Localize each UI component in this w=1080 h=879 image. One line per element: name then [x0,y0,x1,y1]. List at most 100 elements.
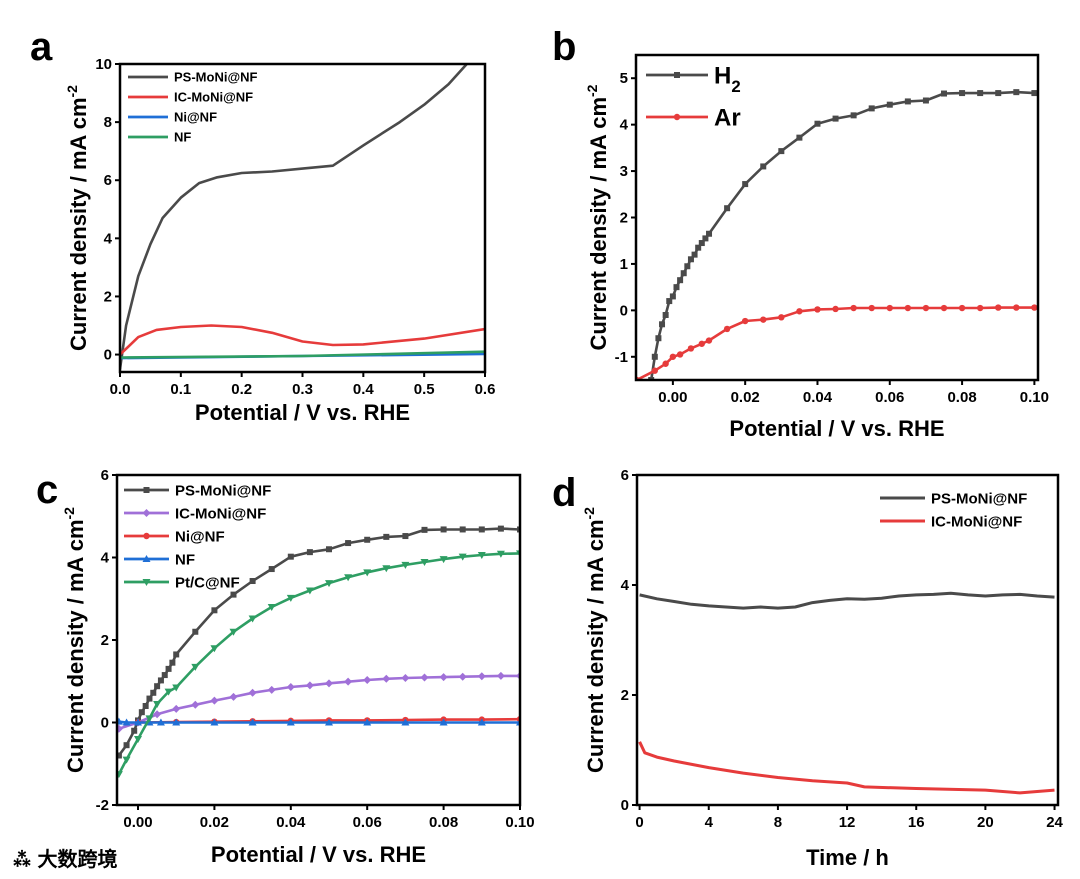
x-tick-label: 0.08 [947,389,976,406]
series-line [120,64,468,370]
plot-frame [115,473,522,807]
data-point [117,724,123,733]
data-point [211,607,218,614]
data-point [922,97,929,104]
data-point [742,181,749,188]
x-tick-label: 0.02 [200,814,229,831]
y-tick-label: 8 [104,114,112,131]
legend-entry: H2 [646,63,741,96]
legend-entry: PS-MoNi@NF [128,70,258,85]
data-point [382,674,391,683]
data-point [439,556,448,564]
data-point [478,526,485,533]
data-point [496,671,505,680]
series-ic-moni-nf [117,671,520,733]
data-point [146,695,153,702]
data-point [191,700,200,709]
data-point [850,112,857,119]
y-tick-label: 3 [620,163,628,180]
legend-entry: Pt/C@NF [124,574,240,591]
data-point [169,659,176,666]
data-point [440,526,447,533]
data-point [651,353,658,360]
data-point [439,718,448,726]
data-point [814,120,821,127]
data-point [723,325,731,333]
data-point [832,115,839,122]
x-axis-label: Potential / V vs. RHE [729,416,944,441]
data-point [676,351,684,358]
x-tick-label: 0.3 [292,381,313,398]
data-point [420,559,429,567]
x-tick-label: 0.08 [429,814,458,831]
legend-label: PS-MoNi@NF [175,482,271,499]
x-tick-label: 0 [635,814,643,831]
data-point [959,90,966,97]
x-tick-label: 0.6 [475,381,496,398]
data-point [153,710,162,719]
x-axis-label: Potential / V vs. RHE [211,842,426,867]
x-tick-label: 0.04 [803,389,833,406]
y-tick-label: 2 [621,687,629,704]
x-tick-label: 0.06 [875,389,904,406]
data-point [123,742,130,749]
y-tick-label: 2 [620,210,628,227]
data-point [724,205,731,212]
y-axis-label: Current density / mA cm-2 [584,84,611,350]
legend-label: H2 [714,63,741,96]
data-point [439,673,448,682]
data-point [684,263,691,270]
data-point [402,533,409,540]
legend-label: PS-MoNi@NF [174,70,258,85]
data-point [267,604,276,611]
data-point [796,308,803,315]
x-tick-label: 20 [977,814,994,831]
data-point [142,703,149,709]
y-axis-label-superscript: -2 [61,507,77,520]
legend-entry: Ar [646,105,741,132]
data-point [677,277,684,284]
data-point [922,304,930,312]
data-point [305,681,314,690]
legend-entry: Ni@NF [128,110,217,125]
legend-entry: IC-MoNi@NF [128,90,253,105]
data-point [1013,304,1020,311]
y-tick-label: 4 [621,577,630,594]
data-point [305,587,314,595]
x-tick-label: 0.1 [170,381,191,398]
data-point [382,565,391,573]
series-line [639,591,1055,610]
data-point [1013,89,1020,96]
x-tick-label: 12 [839,814,856,831]
data-point [687,256,694,263]
y-axis-label: Current density / mA cm-2 [581,507,608,773]
panel-label: d [552,471,576,515]
x-tick-label: 4 [705,814,714,831]
y-axis-label: Current density / mA cm-2 [64,85,91,351]
legend-entry: PS-MoNi@NF [880,490,1027,507]
data-point [941,90,948,97]
legend-entry: PS-MoNi@NF [124,482,271,499]
data-point [248,718,257,726]
y-tick-label: -2 [96,797,109,814]
x-tick-label: 0.2 [231,381,252,398]
data-point [229,692,238,701]
data-point [165,665,172,672]
data-point [210,696,219,705]
panel-c: c PS-MoNi@NF IC-MoNi@NF Ni@NF NF Pt/C@NF 0.00 0… [36,467,535,867]
legend-label: NF [174,130,191,145]
legend-marker [142,555,151,562]
plot-frame [634,53,1040,382]
series-pt-c-nf [117,550,520,779]
data-point [680,270,687,277]
data-point [345,540,352,547]
series-ps-moni-nf [639,591,1055,610]
data-point [687,345,695,352]
data-point [268,566,275,573]
x-tick-label: 24 [1046,814,1063,831]
data-point [401,561,410,569]
data-point [659,321,666,328]
data-point [131,727,138,734]
legend-label: Ni@NF [175,528,225,545]
data-point [977,90,984,97]
